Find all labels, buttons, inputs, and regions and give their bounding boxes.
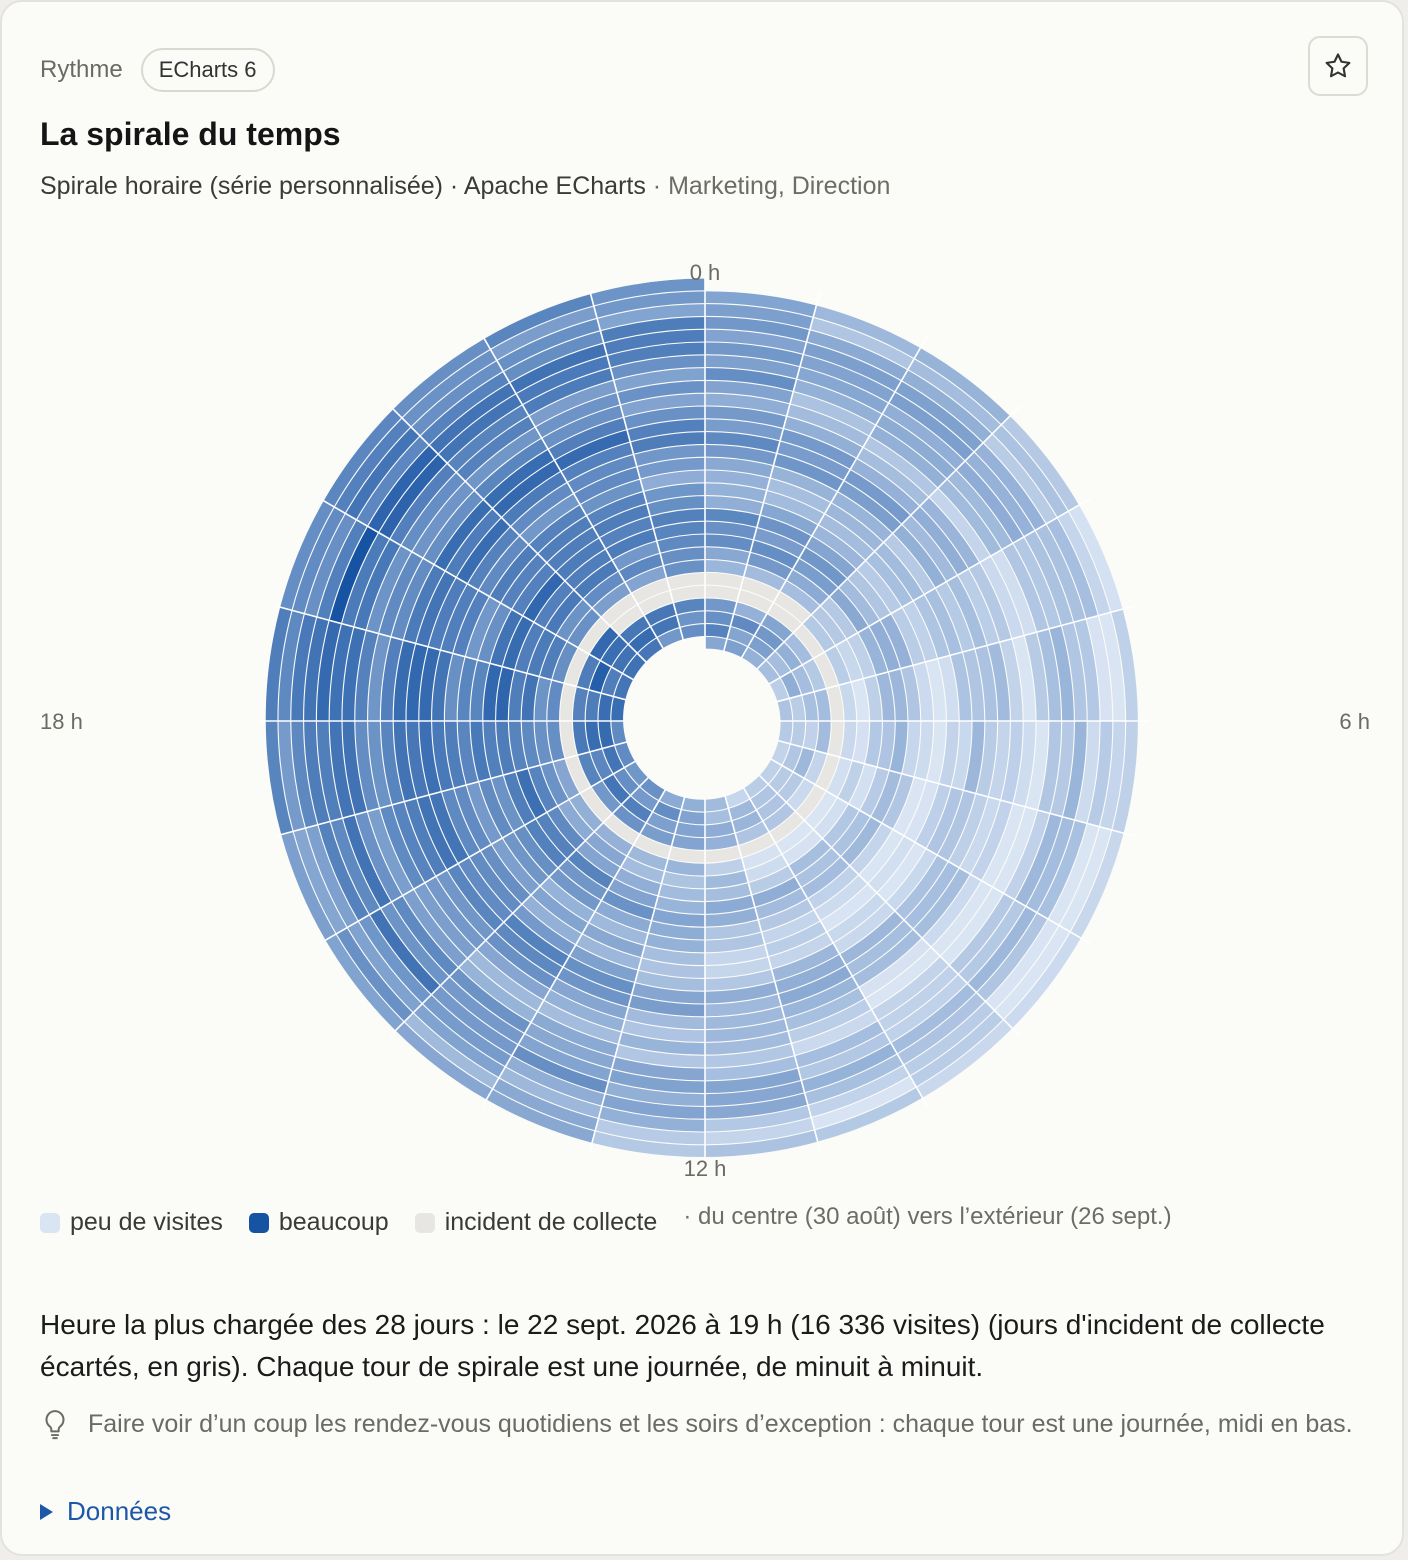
data-disclosure-toggle[interactable]: Données xyxy=(40,1496,171,1527)
hour-spoke xyxy=(775,605,1135,703)
legend-item-incident: incident de collecte xyxy=(414,1208,658,1237)
hour-spoke xyxy=(740,335,929,659)
spiral-chart: 0 h 6 h 12 h 18 h xyxy=(40,260,1370,1181)
spiral-cell[interactable] xyxy=(790,720,806,748)
hour-spoke xyxy=(724,795,821,1151)
hour-spoke xyxy=(742,786,929,1107)
spiral-cell[interactable] xyxy=(677,809,706,825)
hour-spoke xyxy=(481,788,667,1107)
chart-type-label: Spirale horaire (série personnalisée) · … xyxy=(40,172,646,200)
hour-label-12: 12 h xyxy=(684,1156,727,1181)
chart-title: La spirale du temps xyxy=(40,116,341,152)
chart-summary: Heure la plus chargée des 28 jours : le … xyxy=(40,1309,1325,1382)
hour-spoke xyxy=(389,405,648,664)
chart-legend: peu de visites beaucoup incident de coll… xyxy=(40,1203,1172,1237)
hour-label-18: 18 h xyxy=(40,709,83,734)
hour-label-0: 0 h xyxy=(690,260,721,285)
hour-spoke xyxy=(319,497,635,681)
hour-spoke xyxy=(319,760,637,945)
hour-spoke xyxy=(767,497,1091,686)
hour-spoke xyxy=(589,291,685,641)
lightbulb-icon xyxy=(45,1410,65,1440)
legend-item-low: peu de visites xyxy=(40,1208,223,1237)
hour-spoke xyxy=(776,739,1135,837)
chart-subtitle: Spirale horaire (série personnalisée) · … xyxy=(40,172,890,201)
spiral-cell[interactable] xyxy=(680,796,706,813)
library-badge: ECharts 6 xyxy=(140,48,275,92)
hour-spoke xyxy=(722,291,821,653)
legend-note: · du centre (30 août) vers l’extérieur (… xyxy=(683,1202,1172,1230)
disclosure-triangle-icon xyxy=(40,1503,53,1520)
hour-spoke xyxy=(275,740,628,837)
audience-label: · Marketing, Direction xyxy=(645,172,891,200)
legend-swatch-low xyxy=(40,1212,60,1233)
hour-spokes xyxy=(260,276,1150,1166)
favorite-button[interactable] xyxy=(1308,36,1368,96)
hour-spoke xyxy=(275,605,627,701)
hour-spoke xyxy=(481,335,665,650)
hour-spoke xyxy=(589,796,686,1151)
legend-item-high: beaucoup xyxy=(248,1208,389,1237)
card-header: Rythme ECharts 6 xyxy=(40,48,275,92)
hour-spoke xyxy=(758,774,1021,1037)
usage-tip: Faire voir d’un coup les rendez-vous quo… xyxy=(40,1406,1370,1442)
data-disclosure-label: Données xyxy=(67,1496,172,1526)
spiral-cells xyxy=(265,277,1139,1158)
spiral-cell[interactable] xyxy=(610,696,627,722)
hour-label-6: 6 h xyxy=(1339,709,1370,734)
legend-label-high: beaucoup xyxy=(278,1208,389,1236)
hour-spoke xyxy=(389,776,650,1037)
spiral-cell[interactable] xyxy=(704,623,731,639)
legend-label-incident: incident de collecte xyxy=(444,1208,658,1236)
tip-text: Faire voir d’un coup les rendez-vous quo… xyxy=(88,1410,1353,1438)
category-label: Rythme xyxy=(40,56,123,83)
star-icon xyxy=(1325,53,1351,78)
legend-label-low: peu de visites xyxy=(70,1208,223,1236)
legend-swatch-incident xyxy=(414,1212,435,1233)
hour-spoke xyxy=(769,757,1091,945)
hour-spoke xyxy=(755,405,1021,671)
legend-swatch-high xyxy=(248,1212,269,1233)
